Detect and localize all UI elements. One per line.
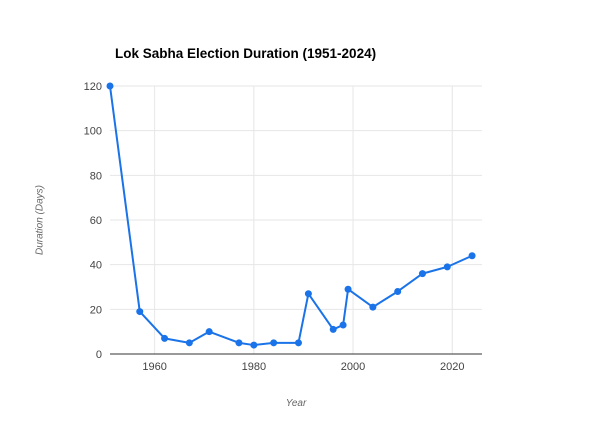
x-axis-title: Year bbox=[285, 398, 307, 409]
data-point[interactable] bbox=[161, 334, 169, 342]
y-tick-label: 60 bbox=[90, 215, 102, 227]
data-point[interactable] bbox=[136, 308, 144, 316]
data-point[interactable] bbox=[205, 328, 213, 336]
x-tick-label: 1980 bbox=[242, 361, 266, 373]
data-point[interactable] bbox=[235, 339, 243, 347]
y-tick-label: 80 bbox=[90, 170, 102, 182]
data-point[interactable] bbox=[304, 290, 312, 298]
data-point[interactable] bbox=[443, 263, 451, 271]
data-point[interactable] bbox=[339, 321, 347, 329]
chart-title: Lok Sabha Election Duration (1951-2024) bbox=[115, 46, 377, 61]
data-point[interactable] bbox=[394, 287, 402, 295]
data-point[interactable] bbox=[270, 339, 278, 347]
x-tick-label: 1960 bbox=[142, 361, 166, 373]
y-tick-label: 100 bbox=[84, 126, 102, 138]
y-tick-label: 40 bbox=[90, 260, 102, 272]
x-tick-label: 2000 bbox=[341, 361, 365, 373]
x-tick-label: 2020 bbox=[440, 361, 464, 373]
data-point[interactable] bbox=[344, 285, 352, 293]
y-axis-title: Duration (Days) bbox=[34, 184, 46, 256]
data-point[interactable] bbox=[418, 270, 426, 278]
data-point[interactable] bbox=[250, 341, 258, 349]
data-line bbox=[109, 85, 474, 347]
data-point[interactable] bbox=[329, 325, 337, 333]
data-point[interactable] bbox=[294, 339, 302, 347]
data-point[interactable] bbox=[369, 303, 377, 311]
y-tick-label: 120 bbox=[84, 81, 102, 93]
data-point[interactable] bbox=[185, 339, 193, 347]
data-point[interactable] bbox=[106, 82, 114, 90]
data-point[interactable] bbox=[468, 252, 476, 260]
y-tick-label: 0 bbox=[96, 349, 102, 361]
y-tick-label: 20 bbox=[90, 304, 102, 316]
